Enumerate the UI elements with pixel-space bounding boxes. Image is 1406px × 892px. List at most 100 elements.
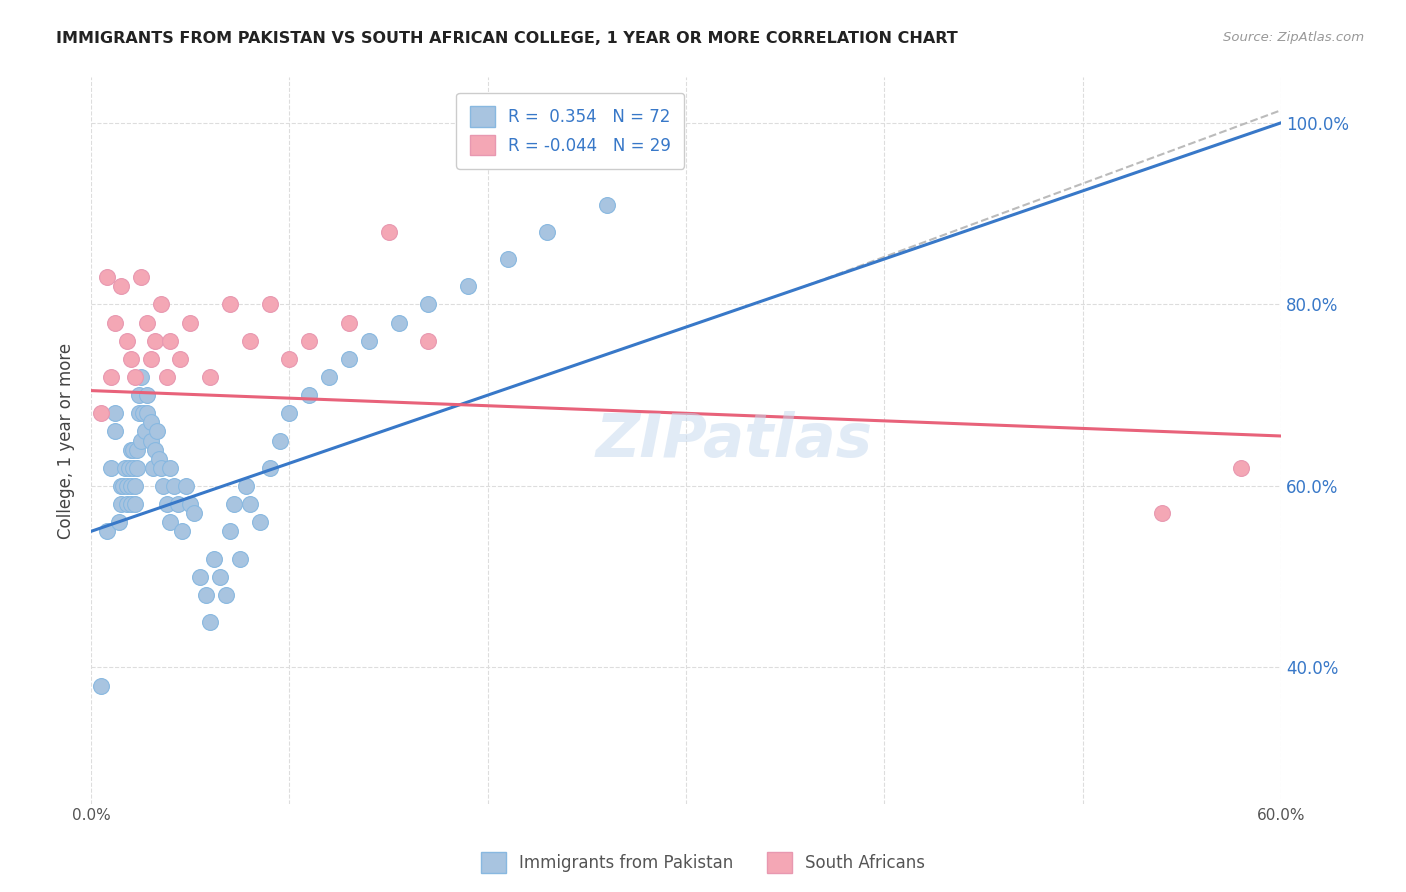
Point [104, 406, 127, 420]
Point [215, 588, 238, 602]
Point [124, 497, 146, 511]
Legend: R =  0.354   N = 72, R = -0.044   N = 29: R = 0.354 N = 72, R = -0.044 N = 29 [457, 93, 685, 169]
Point [219, 297, 242, 311]
Point [124, 479, 146, 493]
Point [239, 334, 262, 348]
Point [124, 370, 146, 384]
Point [128, 406, 150, 420]
Point [148, 451, 170, 466]
Point [239, 497, 262, 511]
Point [143, 442, 166, 457]
Point [125, 442, 148, 457]
Point [120, 479, 142, 493]
Point [115, 497, 138, 511]
Point [134, 425, 156, 439]
Point [96, 524, 118, 539]
Point [229, 551, 252, 566]
Point [159, 334, 181, 348]
Point [269, 434, 291, 448]
Point [129, 370, 152, 384]
Point [110, 279, 132, 293]
Point [209, 570, 232, 584]
Point [149, 460, 172, 475]
Point [110, 497, 132, 511]
Point [1230, 460, 1253, 475]
Point [120, 442, 142, 457]
Point [477, 152, 499, 166]
Legend: Immigrants from Pakistan, South Africans: Immigrants from Pakistan, South Africans [474, 846, 932, 880]
Point [278, 351, 301, 366]
Point [387, 316, 409, 330]
Point [377, 225, 399, 239]
Point [139, 416, 162, 430]
Point [202, 551, 225, 566]
Point [125, 460, 148, 475]
Point [167, 497, 190, 511]
Point [496, 252, 519, 266]
Point [222, 497, 245, 511]
Point [195, 588, 218, 602]
Point [259, 297, 281, 311]
Point [104, 316, 127, 330]
Point [159, 515, 181, 529]
Point [121, 442, 143, 457]
Point [118, 460, 141, 475]
Point [418, 334, 440, 348]
Point [337, 351, 360, 366]
Point [298, 334, 321, 348]
Point [120, 497, 142, 511]
Point [100, 370, 122, 384]
Point [132, 406, 155, 420]
Point [139, 351, 162, 366]
Point [169, 351, 191, 366]
Point [337, 316, 360, 330]
Point [120, 351, 142, 366]
Text: ZIPatlas: ZIPatlas [595, 411, 872, 470]
Text: IMMIGRANTS FROM PAKISTAN VS SOUTH AFRICAN COLLEGE, 1 YEAR OR MORE CORRELATION CH: IMMIGRANTS FROM PAKISTAN VS SOUTH AFRICA… [56, 31, 957, 46]
Text: Source: ZipAtlas.com: Source: ZipAtlas.com [1223, 31, 1364, 45]
Point [135, 406, 157, 420]
Point [96, 270, 118, 285]
Point [298, 388, 321, 402]
Point [142, 460, 165, 475]
Point [149, 297, 172, 311]
Point [163, 479, 186, 493]
Point [278, 406, 301, 420]
Point [198, 615, 221, 629]
Point [198, 370, 221, 384]
Point [129, 270, 152, 285]
Point [249, 515, 271, 529]
Point [104, 425, 127, 439]
Point [115, 334, 138, 348]
Point [121, 460, 143, 475]
Point [179, 497, 201, 511]
Point [457, 279, 479, 293]
Point [357, 334, 380, 348]
Point [139, 434, 162, 448]
Point [155, 370, 177, 384]
Point [145, 425, 167, 439]
Point [152, 479, 174, 493]
Point [108, 515, 131, 529]
Point [183, 506, 205, 520]
Point [90, 679, 112, 693]
Point [135, 388, 157, 402]
Point [235, 479, 257, 493]
Point [110, 479, 132, 493]
Point [159, 460, 181, 475]
Point [418, 297, 440, 311]
Point [318, 370, 340, 384]
Point [111, 479, 134, 493]
Point [1150, 506, 1173, 520]
Point [259, 460, 281, 475]
Point [128, 388, 150, 402]
Point [129, 434, 152, 448]
Point [172, 524, 194, 539]
Point [114, 460, 136, 475]
Point [596, 197, 619, 211]
Point [188, 570, 211, 584]
Point [176, 479, 198, 493]
Point [536, 225, 558, 239]
Point [90, 406, 112, 420]
Point [143, 334, 166, 348]
